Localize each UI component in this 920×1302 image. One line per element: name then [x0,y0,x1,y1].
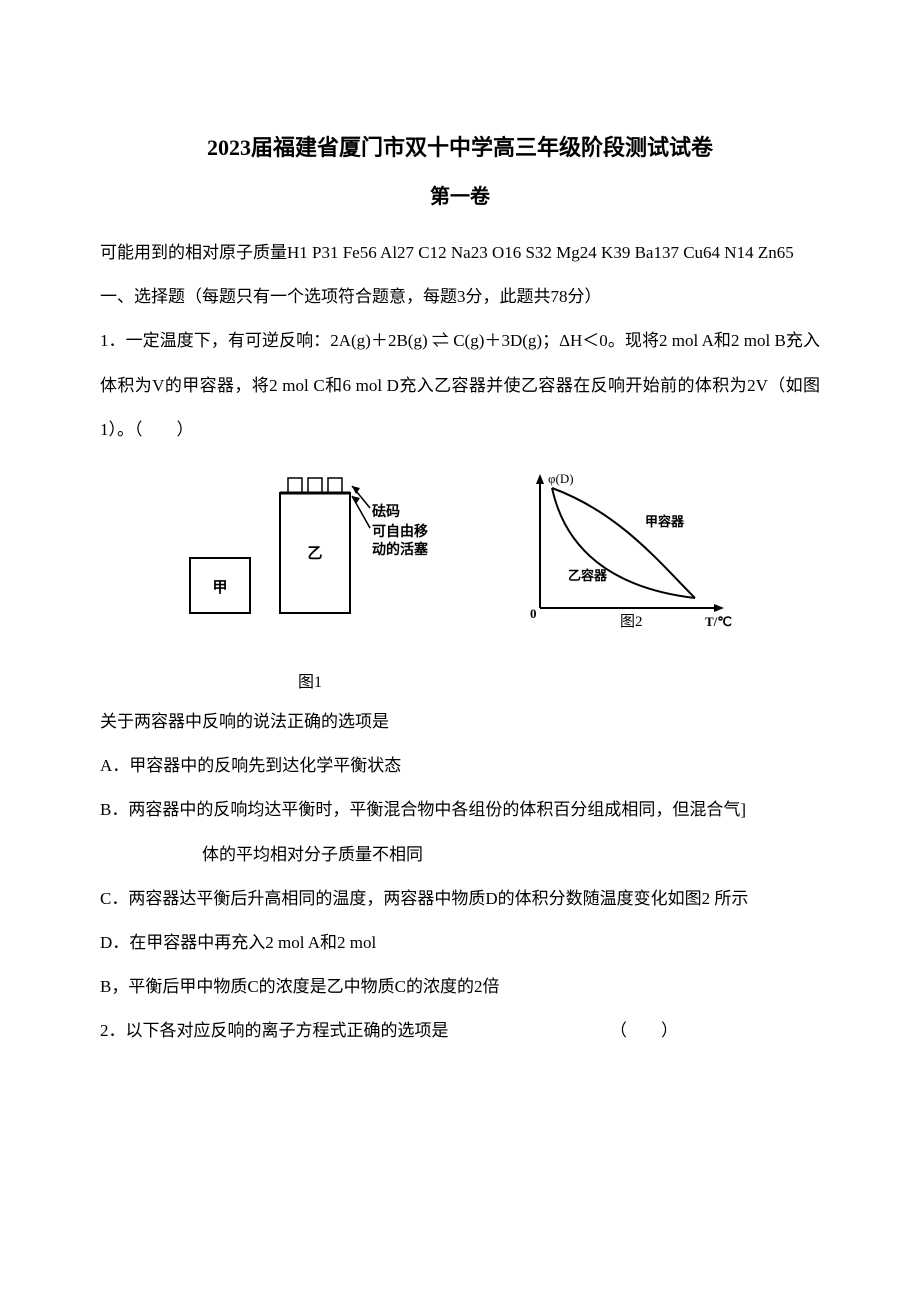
q1-option-a: A．甲容器中的反响先到达化学平衡状态 [100,744,820,788]
fig2-curve1: 甲容器 [645,514,685,529]
fig1-label-jia: 甲 [212,579,227,596]
q2-stem: 2．以下各对应反响的离子方程式正确的选项是 （ ） [100,1009,820,1053]
fig1-caption: 图1 [170,668,450,692]
exam-subtitle: 第一卷 [100,180,820,209]
q1-option-d-line1: D．在甲容器中再充入2 mol A和2 mol [100,921,820,965]
fig2-yaxis: φ(D) [548,471,574,486]
q1-option-d-line2: B，平衡后甲中物质C的浓度是乙中物质C的浓度的2倍 [100,965,820,1009]
fig2-caption: 图2 [620,613,643,630]
exam-title: 2023届福建省厦门市双十中学高三年级阶段测试试卷 [100,130,820,162]
fig1-label-piston2: 动的活塞 [372,541,429,558]
fig1-label-weight: 砝码 [372,503,400,520]
q1-option-c: C．两容器达平衡后升高相同的温度，两容器中物质D的体积分数随温度变化如图2 所示 [100,877,820,921]
q1-stem: 1．一定温度下，有可逆反响：2A(g)＋2B(g) ⇌ C(g)＋3D(g)；Δ… [100,319,820,452]
figure-2: φ(D) T/℃ 甲容器 乙容器 0 图2 [510,468,750,638]
atomic-masses: 可能用到的相对原子质量H1 P31 Fe56 Al27 C12 Na23 O16… [100,231,820,275]
fig2-curve2: 乙容器 [568,568,608,583]
fig1-label-piston1: 可自由移 [372,523,428,540]
q1-option-b-line1: B．两容器中的反响均达平衡时，平衡混合物中各组份的体积百分组成相同，但混合气] [100,788,820,832]
q1-prompt: 关于两容器中反响的说法正确的选项是 [100,700,820,744]
q1-option-b-line2: 体的平均相对分子质量不相同 [100,833,820,877]
section-header: 一、选择题（每题只有一个选项符合题意，每题3分，此题共78分） [100,275,820,319]
fig2-xaxis: T/℃ [705,614,732,629]
figure-row: 甲 乙 砝码 可自由移 动的活塞 图1 [100,468,820,692]
fig1-label-yi: 乙 [307,546,322,562]
figure-1: 甲 乙 砝码 可自由移 动的活塞 图1 [170,468,450,692]
fig2-zero: 0 [530,606,537,621]
